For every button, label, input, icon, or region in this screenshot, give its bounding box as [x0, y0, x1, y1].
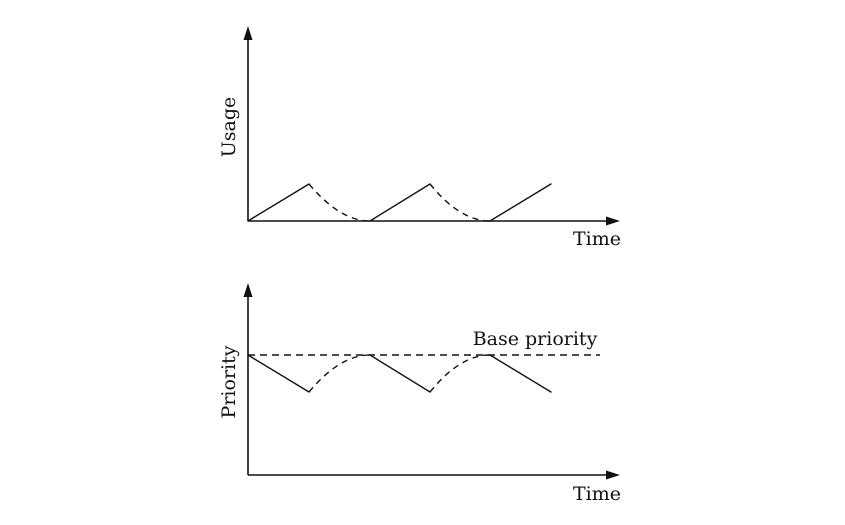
usage-decay-1 — [308, 183, 371, 222]
usage-panel: Usage Time — [218, 26, 621, 250]
usage-y-axis-label: Usage — [218, 97, 240, 158]
priority-y-axis-arrow-icon — [243, 283, 253, 297]
usage-rise-2 — [369, 183, 431, 222]
usage-rise-1 — [247, 183, 310, 222]
usage-x-axis-arrow-icon — [606, 216, 620, 226]
priority-x-axis-arrow-icon — [606, 470, 620, 480]
priority-drop-2 — [369, 354, 431, 393]
priority-drop-1 — [247, 354, 310, 393]
base-priority-label: Base priority — [473, 328, 598, 350]
priority-drop-3 — [489, 354, 552, 393]
usage-decay-2 — [429, 183, 491, 222]
usage-y-axis-arrow-icon — [243, 26, 253, 40]
priority-recover-2 — [429, 354, 491, 393]
usage-rise-3 — [489, 183, 552, 222]
priority-panel: Base priority Priority Time — [218, 283, 621, 505]
usage-x-axis-label: Time — [573, 228, 621, 250]
priority-y-axis-label: Priority — [218, 345, 240, 418]
priority-x-axis-label: Time — [573, 483, 621, 505]
priority-recover-1 — [308, 354, 371, 393]
